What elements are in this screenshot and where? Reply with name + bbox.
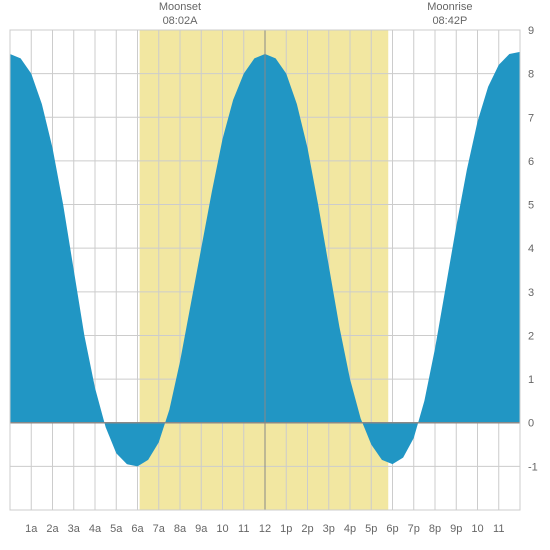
svg-text:5a: 5a bbox=[110, 523, 123, 535]
svg-text:2p: 2p bbox=[301, 523, 313, 535]
svg-text:8p: 8p bbox=[429, 523, 441, 535]
chart-svg: -101234567891a2a3a4a5a6a7a8a9a1011121p2p… bbox=[0, 0, 550, 550]
svg-text:1: 1 bbox=[528, 374, 534, 386]
svg-text:6: 6 bbox=[528, 156, 534, 168]
svg-text:4: 4 bbox=[528, 243, 534, 255]
svg-text:5: 5 bbox=[528, 200, 534, 212]
svg-text:7a: 7a bbox=[153, 523, 166, 535]
svg-text:11: 11 bbox=[238, 523, 249, 535]
moonrise-label: Moonrise08:42P bbox=[420, 0, 480, 29]
svg-text:4p: 4p bbox=[344, 523, 356, 535]
svg-text:8a: 8a bbox=[174, 523, 187, 535]
svg-text:7p: 7p bbox=[408, 523, 420, 535]
svg-text:7: 7 bbox=[528, 112, 534, 124]
svg-text:3: 3 bbox=[528, 287, 534, 299]
svg-text:-1: -1 bbox=[528, 461, 538, 473]
svg-text:10: 10 bbox=[216, 523, 228, 535]
svg-text:8: 8 bbox=[528, 69, 534, 81]
svg-text:12: 12 bbox=[259, 523, 271, 535]
svg-text:6p: 6p bbox=[386, 523, 398, 535]
moonset-label: Moonset08:02A bbox=[150, 0, 210, 29]
svg-text:1p: 1p bbox=[280, 523, 292, 535]
svg-text:11: 11 bbox=[493, 523, 504, 535]
svg-text:2a: 2a bbox=[46, 523, 59, 535]
svg-text:9a: 9a bbox=[195, 523, 208, 535]
svg-text:9: 9 bbox=[528, 25, 534, 37]
svg-text:2: 2 bbox=[528, 330, 534, 342]
svg-text:1a: 1a bbox=[25, 523, 38, 535]
svg-text:3p: 3p bbox=[323, 523, 335, 535]
svg-text:10: 10 bbox=[471, 523, 483, 535]
tide-chart: -101234567891a2a3a4a5a6a7a8a9a1011121p2p… bbox=[0, 0, 550, 550]
svg-text:6a: 6a bbox=[131, 523, 144, 535]
svg-text:3a: 3a bbox=[68, 523, 81, 535]
svg-text:4a: 4a bbox=[89, 523, 102, 535]
svg-text:0: 0 bbox=[528, 418, 534, 430]
svg-text:9p: 9p bbox=[450, 523, 462, 535]
svg-text:5p: 5p bbox=[365, 523, 377, 535]
